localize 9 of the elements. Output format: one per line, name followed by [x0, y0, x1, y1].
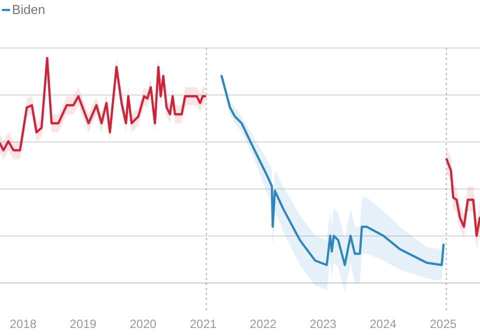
x-tick-label: 2025 [430, 317, 457, 331]
legend-label: Biden [12, 2, 46, 17]
x-tick-label: 2019 [70, 317, 97, 331]
x-tick-label: 2023 [310, 317, 337, 331]
x-tick-label: 2018 [10, 317, 37, 331]
x-tick-label: 2022 [250, 317, 277, 331]
x-tick-label: 2020 [130, 317, 157, 331]
x-tick-label: 2024 [370, 317, 397, 331]
x-tick-label: 2021 [190, 317, 217, 331]
